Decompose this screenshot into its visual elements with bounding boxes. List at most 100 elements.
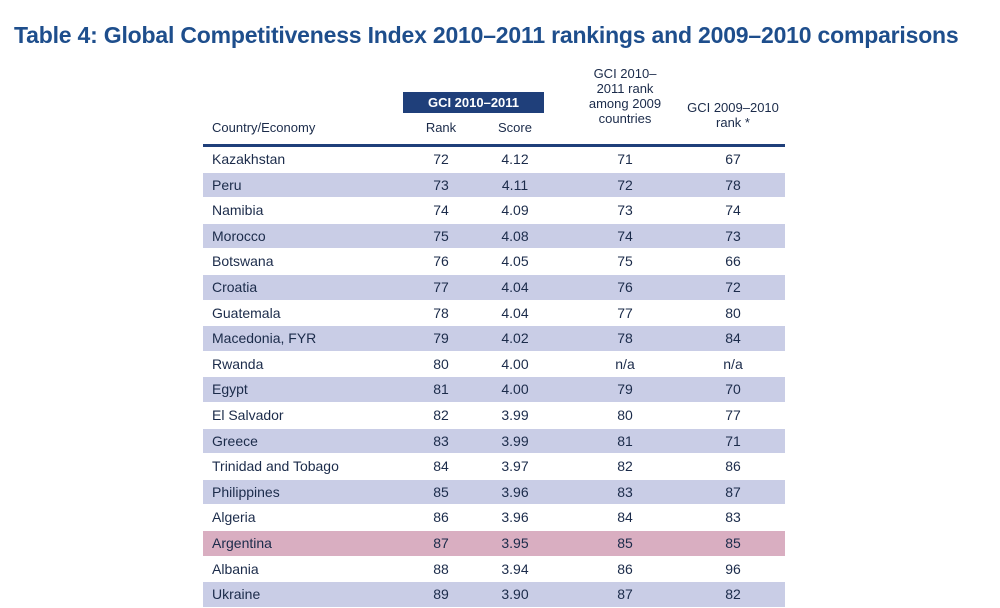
cell-gci-2009-rank: 77 xyxy=(725,406,741,423)
cell-rank: 75 xyxy=(433,227,449,244)
table-row: El Salvador 82 3.99 80 77 xyxy=(203,403,785,429)
cell-among-2009: 80 xyxy=(617,406,633,423)
cell-among-2009: 71 xyxy=(617,151,633,167)
cell-rank: 85 xyxy=(433,483,449,500)
table-row: Kazakhstan 72 4.12 71 67 xyxy=(203,147,785,173)
cell-score: 4.00 xyxy=(501,355,529,372)
cell-country: Guatemala xyxy=(212,304,281,321)
cell-score: 4.12 xyxy=(501,151,529,167)
cell-country: Greece xyxy=(212,432,258,449)
table-header: GCI 2010– 2011 rank among 2009 countries… xyxy=(203,60,785,144)
cell-gci-2009-rank: 84 xyxy=(725,330,741,347)
cell-gci-2009-rank: 71 xyxy=(725,432,741,449)
table-row: Guatemala 78 4.04 77 80 xyxy=(203,301,785,327)
cell-rank: 81 xyxy=(433,381,449,398)
cell-country: El Salvador xyxy=(212,406,284,423)
cell-rank: 86 xyxy=(433,509,449,526)
table-row: Rwanda 80 4.00 n/a n/a xyxy=(203,352,785,378)
header-divider xyxy=(203,144,785,147)
cell-gci-2009-rank: 74 xyxy=(725,202,741,219)
cell-score: 3.99 xyxy=(501,406,529,423)
page-title: Table 4: Global Competitiveness Index 20… xyxy=(14,22,959,48)
cell-country: Philippines xyxy=(212,483,280,500)
cell-score: 4.04 xyxy=(501,278,529,295)
cell-among-2009: 77 xyxy=(617,304,633,321)
cell-rank: 73 xyxy=(433,176,449,193)
table-row: Croatia 77 4.04 76 72 xyxy=(203,274,785,301)
cell-score: 4.05 xyxy=(501,253,529,270)
cell-country: Albania xyxy=(212,560,259,577)
table-row: Macedonia, FYR 79 4.02 78 84 xyxy=(203,326,785,352)
cell-rank: 79 xyxy=(433,330,449,347)
cell-rank: 77 xyxy=(433,278,449,295)
table-row: Greece 83 3.99 81 71 xyxy=(203,428,785,455)
table-row: Algeria 86 3.96 84 83 xyxy=(203,505,785,531)
cell-country: Ukraine xyxy=(212,586,261,603)
cell-rank: 74 xyxy=(433,202,449,219)
cell-among-2009: 75 xyxy=(617,253,633,270)
cell-rank: 80 xyxy=(433,355,449,372)
table-row: Peru 73 4.11 72 78 xyxy=(203,172,785,199)
cell-score: 3.96 xyxy=(501,509,529,526)
header-rank: Rank xyxy=(425,120,457,135)
table-row: Egypt 81 4.00 79 70 xyxy=(203,377,785,403)
header-gci-2009-rank: GCI 2009–2010 rank * xyxy=(687,100,779,130)
cell-rank: 82 xyxy=(433,406,449,423)
table-row: Namibia 74 4.09 73 74 xyxy=(203,198,785,224)
header-score: Score xyxy=(498,120,532,135)
cell-rank: 84 xyxy=(433,458,449,475)
cell-country: Namibia xyxy=(212,202,264,219)
cell-gci-2009-rank: 85 xyxy=(725,534,741,551)
header-country: Country/Economy xyxy=(212,120,316,135)
table-row: Argentina 87 3.95 85 85 xyxy=(203,530,785,557)
cell-gci-2009-rank: 82 xyxy=(725,586,741,603)
cell-score: 3.97 xyxy=(501,458,529,475)
cell-gci-2009-rank: 72 xyxy=(725,278,741,295)
cell-score: 3.90 xyxy=(501,586,529,603)
cell-score: 4.11 xyxy=(501,176,529,193)
cell-score: 3.95 xyxy=(501,534,529,551)
cell-gci-2009-rank: 67 xyxy=(725,151,741,167)
cell-rank: 76 xyxy=(433,253,449,270)
cell-among-2009: 87 xyxy=(617,586,633,603)
cell-country: Rwanda xyxy=(212,355,264,372)
cell-country: Peru xyxy=(212,176,242,193)
cell-among-2009: 86 xyxy=(617,560,633,577)
cell-gci-2009-rank: 87 xyxy=(725,483,741,500)
cell-gci-2009-rank: 80 xyxy=(725,304,741,321)
cell-gci-2009-rank: 86 xyxy=(725,458,741,475)
cell-gci-2009-rank: 66 xyxy=(725,253,741,270)
cell-score: 3.99 xyxy=(501,432,529,449)
cell-gci-2009-rank: 78 xyxy=(725,176,741,193)
cell-rank: 72 xyxy=(433,151,449,167)
cell-rank: 89 xyxy=(433,586,449,603)
table-row: Philippines 85 3.96 83 87 xyxy=(203,479,785,506)
cell-gci-2009-rank: 70 xyxy=(725,381,741,398)
table-row: Morocco 75 4.08 74 73 xyxy=(203,223,785,250)
cell-score: 3.94 xyxy=(501,560,529,577)
cell-country: Croatia xyxy=(212,278,258,295)
cell-score: 4.08 xyxy=(501,227,529,244)
cell-among-2009: 81 xyxy=(617,432,633,449)
cell-gci-2009-rank: 73 xyxy=(725,227,741,244)
cell-country: Botswana xyxy=(212,253,274,270)
table-row: Ukraine 89 3.90 87 82 xyxy=(203,582,785,608)
cell-gci-2009-rank: 83 xyxy=(725,509,741,526)
cell-country: Algeria xyxy=(212,509,256,526)
cell-among-2009: 85 xyxy=(617,534,633,551)
cell-score: 3.96 xyxy=(501,483,529,500)
cell-score: 4.00 xyxy=(501,381,529,398)
cell-among-2009: 84 xyxy=(617,509,633,526)
rankings-table: GCI 2010– 2011 rank among 2009 countries… xyxy=(203,60,785,608)
cell-country: Argentina xyxy=(212,534,272,551)
cell-rank: 87 xyxy=(433,534,449,551)
table-body: Kazakhstan 72 4.12 71 67 Peru 73 4.11 72 78 Namibi… xyxy=(203,147,785,608)
cell-score: 4.04 xyxy=(501,304,529,321)
cell-among-2009: 72 xyxy=(617,176,633,193)
cell-among-2009: 76 xyxy=(617,278,633,295)
cell-country: Kazakhstan xyxy=(212,151,286,167)
header-among-2009: GCI 2010– 2011 rank among 2009 countries xyxy=(588,66,662,126)
table-row: Botswana 76 4.05 75 66 xyxy=(203,249,785,275)
cell-among-2009: n/a xyxy=(615,355,635,372)
cell-among-2009: 82 xyxy=(617,458,633,475)
